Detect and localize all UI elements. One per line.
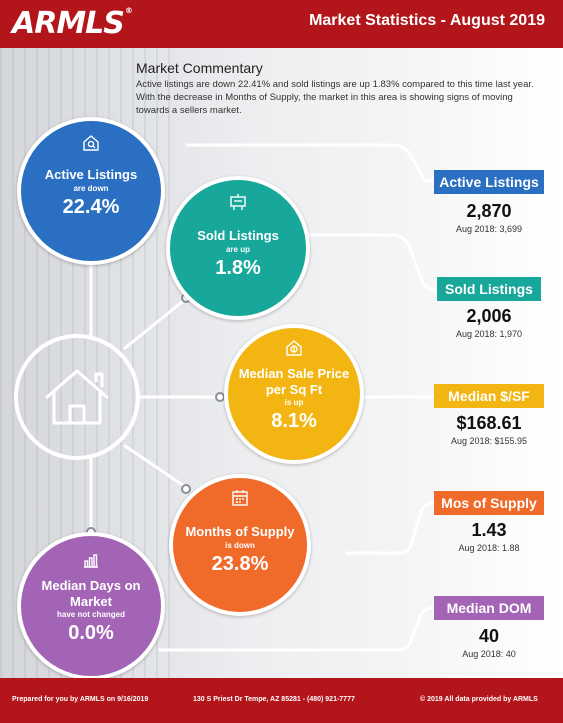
commentary-title: Market Commentary (136, 60, 263, 76)
sold-listings-direction: are up (225, 244, 250, 254)
median-psf-previous: Aug 2018: $155.95 (450, 436, 528, 446)
sold-listings-circle: Sold Listings are up 1.8% (166, 176, 310, 320)
active-listings-name: Active Listings (44, 167, 138, 182)
commentary-body: Active listings are down 22.41% and sold… (136, 79, 534, 117)
active-listings-circle: Active Listings are down 22.4% (17, 117, 165, 265)
footer-bar: Prepared for you by ARMLS on 9/16/2019 1… (0, 678, 563, 723)
median-dom-label: Median DOM (434, 596, 544, 620)
active-listings-stat: 2,870 Aug 2018: 3,699 (419, 201, 559, 234)
connector-dot-supply (181, 484, 191, 494)
header-bar: ARMLS® Market Statistics - August 2019 (0, 0, 563, 48)
sold-listings-percent: 1.8% (215, 256, 261, 279)
footer-address: 130 S Priest Dr Tempe, AZ 85281 - (480) … (193, 696, 355, 703)
median-psf-value: $168.61 (456, 413, 522, 433)
active-listings-value: 2,870 (466, 201, 512, 221)
median-dom-stat: 40 Aug 2018: 40 (419, 626, 559, 659)
sold-listings-label: Sold Listings (437, 277, 541, 301)
median-dom-percent: 0.0% (68, 622, 114, 645)
median-psf-stat: $168.61 Aug 2018: $155.95 (419, 413, 559, 446)
median-dom-previous: Aug 2018: 40 (462, 649, 516, 659)
median-price-percent: 8.1% (271, 410, 317, 433)
active-listings-percent: 22.4% (62, 195, 120, 218)
median-dom-value: 40 (478, 626, 500, 646)
house-icon (45, 369, 109, 425)
footer-copyright: © 2019 All data provided by ARMLS (420, 696, 538, 703)
median-price-circle: Median Sale Price per Sq Ft is up 8.1% (224, 324, 364, 464)
footer-prepared: Prepared for you by ARMLS on 9/16/2019 (12, 696, 149, 703)
median-dom-name: Median Days on Market (41, 578, 141, 609)
median-price-name: Median Sale Price per Sq Ft (238, 366, 350, 397)
calendar-icon (232, 490, 248, 506)
active-listings-previous: Aug 2018: 3,699 (455, 224, 523, 234)
page-title: Market Statistics - August 2019 (309, 12, 545, 29)
house-search-icon (83, 135, 99, 151)
house-hub (14, 334, 140, 460)
months-supply-previous: Aug 2018: 1.88 (458, 543, 520, 553)
months-supply-circle: Months of Supply is down 23.8% (169, 474, 311, 616)
sold-listings-stat: 2,006 Aug 2018: 1,970 (419, 306, 559, 339)
sold-listings-value: 2,006 (466, 306, 512, 326)
sold-listings-previous: Aug 2018: 1,970 (455, 329, 523, 339)
months-supply-label: Mos of Supply (434, 491, 544, 515)
months-supply-name: Months of Supply (185, 524, 295, 539)
market-commentary: Market Commentary Active listings are do… (136, 60, 536, 117)
bar-chart-icon (84, 554, 98, 568)
active-listings-label: Active Listings (434, 170, 544, 194)
months-supply-stat: 1.43 Aug 2018: 1.88 (419, 520, 559, 553)
active-listings-direction: are down (73, 183, 109, 193)
median-dom-direction: have not changed (56, 610, 125, 620)
armls-logo[interactable]: ARMLS® (12, 6, 133, 41)
months-supply-value: 1.43 (471, 520, 507, 540)
sold-listings-name: Sold Listings (197, 228, 279, 243)
median-psf-label: Median $/SF (434, 384, 544, 408)
months-supply-percent: 23.8% (211, 552, 269, 575)
median-price-direction: is up (284, 398, 304, 408)
price-house-icon (286, 340, 302, 356)
months-supply-direction: is down (225, 540, 255, 550)
sign-icon (230, 194, 246, 210)
median-dom-circle: Median Days on Market have not changed 0… (17, 532, 165, 680)
